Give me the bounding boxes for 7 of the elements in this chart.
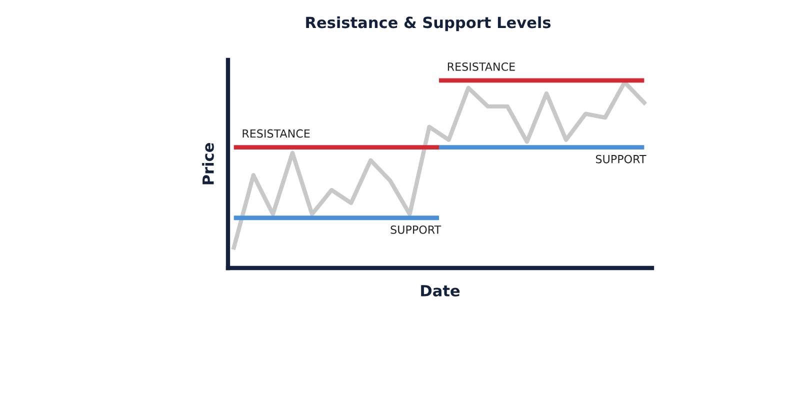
ref-line-label: SUPPORT (596, 154, 646, 164)
chart-title: Resistance & Support Levels (306, 16, 551, 32)
y-axis-title: Price (202, 143, 214, 184)
ref-line-label: SUPPORT (390, 225, 442, 234)
ref-line-label: RESISTANCE (242, 129, 310, 138)
x-axis-title: Date (421, 285, 460, 296)
ref-line-label: RESISTANCE (448, 62, 515, 71)
